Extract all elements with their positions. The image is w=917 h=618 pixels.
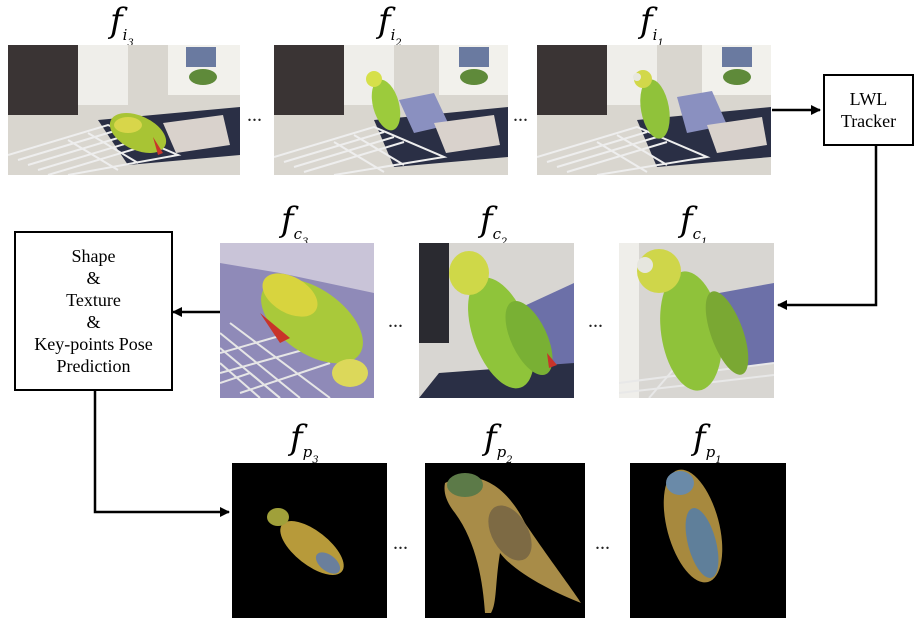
label-f-i2: fi2 [378,1,402,49]
input-frame-1 [537,45,771,175]
label-f-i1: fi1 [640,1,664,49]
label-f-c2: fc2 [480,200,508,248]
label-f-p1: fp1 [693,418,722,466]
crop-frame-3 [220,243,374,398]
crop-ellipsis-2: ... [588,310,603,332]
crop-frame-2 [419,243,574,398]
input-frame-3 [8,45,240,175]
label-f-p3: fp3 [290,418,319,466]
arrow-prediction-to-renders [93,389,230,517]
pred-ellipsis-2: ... [595,532,610,554]
input-ellipsis-1: ... [247,104,262,126]
pred-frame-1 [630,463,786,618]
pred-frame-3 [232,463,387,618]
crop-frame-1 [619,243,774,398]
pred-ellipsis-1: ... [393,532,408,554]
label-f-c1: fc1 [680,200,708,248]
lwl-tracker-label: LWL Tracker [840,89,897,131]
label-f-i3: fi3 [110,1,134,49]
pred-frame-2 [425,463,585,618]
prediction-label: Shape & Texture & Key-points Pose Predic… [34,246,153,376]
label-f-c3: fc3 [281,200,309,248]
input-frame-2 [274,45,508,175]
crop-ellipsis-1: ... [388,310,403,332]
arrow-tracker-to-crops [777,145,878,310]
lwl-tracker-box: LWL Tracker [823,74,914,146]
input-ellipsis-2: ... [513,104,528,126]
label-f-p2: fp2 [484,418,513,466]
